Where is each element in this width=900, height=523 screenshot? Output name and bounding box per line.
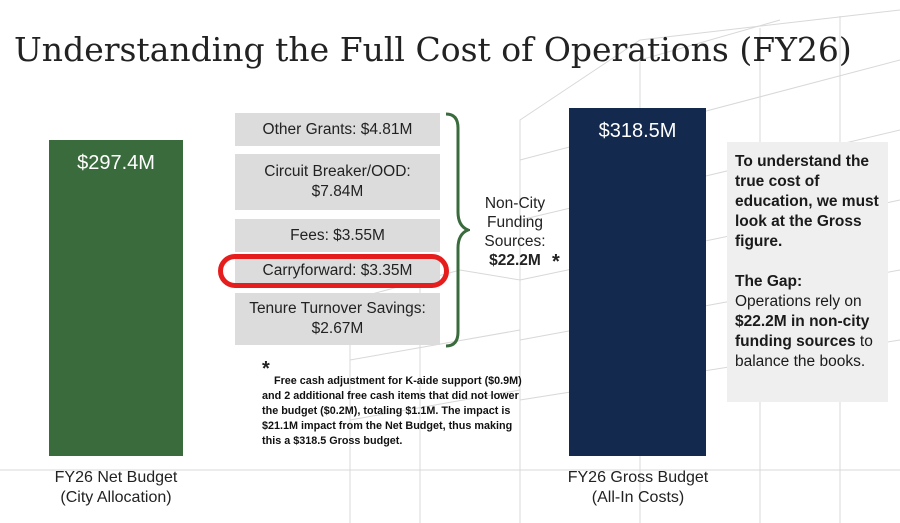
funding-box-text: Circuit Breaker/OOD: xyxy=(264,163,411,180)
explanation-intro: To understand the true cost of education… xyxy=(735,153,879,250)
funding-box-amount: $2.67M xyxy=(311,320,364,337)
funding-box-carryforward: Carryforward: $3.35M xyxy=(235,257,440,285)
funding-box-circuit-breaker: Circuit Breaker/OOD: $7.84M xyxy=(235,154,440,210)
gross-budget-bar: $318.5M xyxy=(569,108,706,456)
carryforward-highlight-ring xyxy=(218,254,449,288)
net-budget-label-line1: FY26 Net Budget xyxy=(54,469,178,486)
footnote-line: Free cash adjustment for K-aide support … xyxy=(274,375,522,387)
footnote-line: $21.1M impact from the Net Budget, thus … xyxy=(262,420,513,432)
footnote-asterisk: * xyxy=(262,358,270,380)
net-budget-label: FY26 Net Budget (City Allocation) xyxy=(20,468,212,508)
gap-text-1: Operations rely on xyxy=(735,293,862,310)
funding-box-fees: Fees: $3.55M xyxy=(235,219,440,252)
non-city-funding-label: Non-City Funding Sources: $22.2M xyxy=(470,194,560,270)
curly-brace-icon xyxy=(445,112,470,348)
gap-highlight: $22.2M in non-city funding sources xyxy=(735,313,870,350)
gross-budget-value: $318.5M xyxy=(598,120,677,142)
gross-budget-label: FY26 Gross Budget (All-In Costs) xyxy=(540,468,736,508)
net-budget-bar: $297.4M xyxy=(49,140,183,456)
explanation-panel: To understand the true cost of education… xyxy=(727,142,888,402)
funding-box-text: Carryforward: $3.35M xyxy=(262,262,413,279)
explanation-gap: The Gap: Operations rely on $22.2M in no… xyxy=(735,272,880,372)
funding-box-text: Other Grants: $4.81M xyxy=(262,120,413,138)
footnote-text: Free cash adjustment for K-aide support … xyxy=(262,374,562,449)
gross-budget-label-line1: FY26 Gross Budget xyxy=(567,469,709,486)
net-budget-label-line2: (City Allocation) xyxy=(60,489,172,506)
funding-box-amount: $7.84M xyxy=(311,183,364,200)
non-city-total: $22.2M xyxy=(489,252,541,269)
asterisk-marker: * xyxy=(552,251,560,273)
non-city-line1: Non-City xyxy=(484,195,546,212)
footnote-line: the budget ($0.2M), totaling $1.1M. The … xyxy=(262,405,511,417)
page-title: Understanding the Full Cost of Operation… xyxy=(14,30,852,69)
funding-box-other-grants: Other Grants: $4.81M xyxy=(235,113,440,146)
non-city-line2: Funding xyxy=(486,214,543,231)
funding-box-text: Fees: $3.55M xyxy=(290,226,385,244)
non-city-line3: Sources: xyxy=(484,233,546,250)
gap-text-2: to balance the books. xyxy=(735,333,873,370)
footnote-line: and 2 additional free cash items that di… xyxy=(262,390,519,402)
gross-budget-label-line2: (All-In Costs) xyxy=(591,489,685,506)
net-budget-value: $297.4M xyxy=(77,152,155,174)
funding-box-text: Tenure Turnover Savings: xyxy=(249,300,426,317)
footnote-line: this a $318.5 Gross budget. xyxy=(262,435,403,447)
gap-heading: The Gap: xyxy=(735,273,803,290)
funding-box-tenure-turnover: Tenure Turnover Savings: $2.67M xyxy=(235,293,440,345)
